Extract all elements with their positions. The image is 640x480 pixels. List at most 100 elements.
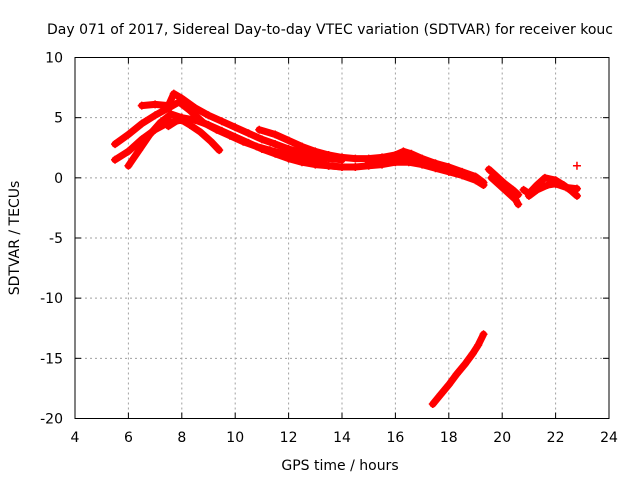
data-point <box>532 185 541 194</box>
data-point <box>431 159 440 168</box>
series-track-4 <box>137 89 346 164</box>
data-point <box>137 101 146 110</box>
x-tick-label: 14 <box>333 430 351 446</box>
data-point <box>164 101 173 110</box>
data-point <box>479 330 488 339</box>
x-tick-label: 4 <box>71 430 80 446</box>
data-point <box>460 360 469 369</box>
x-axis: 4 6 8 10 12 14 16 18 20 22 24 <box>71 57 618 446</box>
data-point <box>255 125 264 134</box>
data-point <box>495 181 504 190</box>
y-axis-label: SDTVAR / TECUs <box>7 181 23 296</box>
data-point <box>364 158 373 167</box>
data-point <box>124 147 133 156</box>
series-trace <box>429 330 487 408</box>
data-point <box>124 130 133 139</box>
data-point <box>351 163 360 172</box>
y-tick-label: 5 <box>54 111 63 127</box>
data-point <box>244 138 253 147</box>
series-trace <box>311 158 487 189</box>
x-tick-label: 10 <box>226 430 244 446</box>
data-point <box>204 111 213 120</box>
data-point <box>257 135 266 144</box>
data-point <box>452 369 461 378</box>
data-point <box>215 146 224 155</box>
x-tick-label: 20 <box>493 430 511 446</box>
data-point <box>338 163 346 172</box>
x-tick-label: 6 <box>124 430 133 446</box>
data-point <box>145 130 154 139</box>
data-point <box>540 173 549 182</box>
y-tick-label: 10 <box>45 51 63 67</box>
data-point <box>503 188 512 197</box>
data-point <box>284 136 293 145</box>
data-point <box>191 116 200 125</box>
y-axis: -20 -15 -10 -5 0 5 10 <box>40 51 609 428</box>
data-point <box>444 380 453 389</box>
data-point <box>297 158 306 167</box>
data-point <box>271 130 280 139</box>
data-point <box>231 123 240 132</box>
data-point <box>111 155 120 164</box>
series-track-8 <box>364 152 453 173</box>
data-point <box>167 110 176 119</box>
data-point <box>471 176 480 185</box>
data-point <box>297 142 306 151</box>
data-point <box>484 165 493 174</box>
data-point <box>562 183 571 192</box>
data-point <box>444 164 453 173</box>
data-point <box>169 89 178 98</box>
y-tick-label: -10 <box>40 291 63 307</box>
data-point <box>135 146 144 155</box>
data-point <box>428 400 437 409</box>
grid <box>75 57 609 419</box>
y-tick-label: -15 <box>40 351 63 367</box>
data-point <box>177 94 186 103</box>
data-point <box>137 119 146 128</box>
series-track-7 <box>311 158 488 190</box>
x-tick-label: 16 <box>386 430 404 446</box>
data-point <box>311 147 320 156</box>
data-point <box>543 181 552 190</box>
data-point <box>572 191 581 200</box>
data-points <box>111 89 581 409</box>
data-point <box>244 129 253 138</box>
data-point <box>351 154 360 163</box>
data-point <box>391 153 400 162</box>
data-point <box>418 155 427 164</box>
data-point <box>404 152 413 161</box>
data-point <box>479 181 488 190</box>
data-point <box>551 179 560 188</box>
x-tick-label: 22 <box>547 430 565 446</box>
x-tick-label: 12 <box>280 430 298 446</box>
data-point <box>156 118 165 127</box>
data-point <box>514 200 523 209</box>
data-point <box>124 161 133 170</box>
data-point <box>487 173 496 182</box>
data-point <box>378 156 387 165</box>
data-point <box>111 140 120 149</box>
data-point <box>271 149 280 158</box>
data-point <box>572 161 581 170</box>
data-point <box>196 128 205 137</box>
data-point <box>311 159 320 168</box>
data-point <box>474 341 483 350</box>
data-point <box>164 122 173 131</box>
data-point <box>324 150 333 159</box>
data-point <box>207 137 216 146</box>
x-tick-label: 18 <box>440 430 458 446</box>
data-point <box>257 144 266 153</box>
data-point <box>151 111 160 120</box>
y-tick-label: -20 <box>40 412 63 428</box>
data-point <box>284 144 293 153</box>
data-point <box>572 184 581 193</box>
data-point <box>324 161 333 170</box>
data-point <box>511 195 520 204</box>
data-point <box>217 117 226 126</box>
x-axis-label: GPS time / hours <box>281 458 398 474</box>
y-tick-label: -5 <box>49 231 63 247</box>
series-isolated-point <box>572 161 581 170</box>
series-track-13 <box>428 330 488 409</box>
data-point <box>231 132 240 141</box>
